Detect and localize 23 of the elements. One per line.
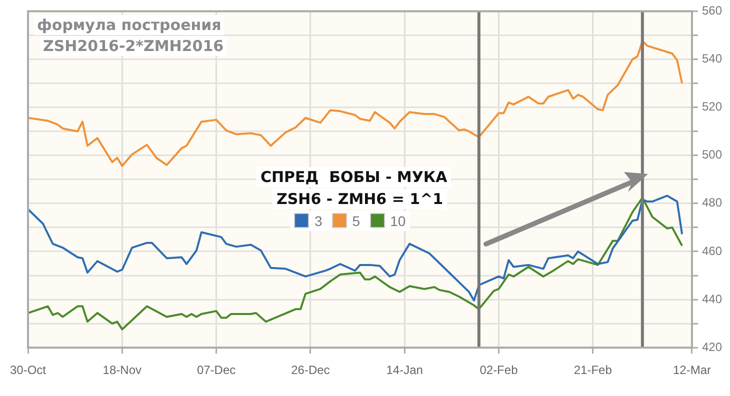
y-tick-label: 500 <box>702 148 722 162</box>
x-tick-label: 26-Dec <box>291 363 330 378</box>
x-tick-label: 07-Dec <box>196 363 236 378</box>
y-tick-label: 420 <box>702 340 722 354</box>
x-tick-label: 30-Oct <box>10 363 47 378</box>
x-tick-label: 02-Feb <box>480 363 518 378</box>
y-tick-label: 460 <box>702 244 722 258</box>
x-tick-label: 21-Feb <box>574 363 612 378</box>
x-tick-label: 12-Mar <box>672 363 711 378</box>
annotation: ZSH2016-2*ZMH2016 <box>40 36 227 56</box>
y-tick-label: 480 <box>702 196 722 210</box>
y-tick-label: 540 <box>702 52 722 66</box>
annotation: формула построения <box>34 15 224 36</box>
y-tick-label: 560 <box>702 4 722 18</box>
y-tick-label: 440 <box>702 292 722 306</box>
x-tick-label: 14-Jan <box>386 363 423 378</box>
legend-label: 3 <box>313 213 322 230</box>
legend-label: 5 <box>351 213 360 230</box>
text: СПРЕД БОБЫ - МУКА <box>256 167 452 188</box>
legend-label: 10 <box>389 213 406 230</box>
y-tick-label: 520 <box>702 100 722 114</box>
text: ZSH6 - ZMH6 = 1^1 <box>272 189 448 210</box>
x-tick-label: 18-Nov <box>102 363 142 378</box>
